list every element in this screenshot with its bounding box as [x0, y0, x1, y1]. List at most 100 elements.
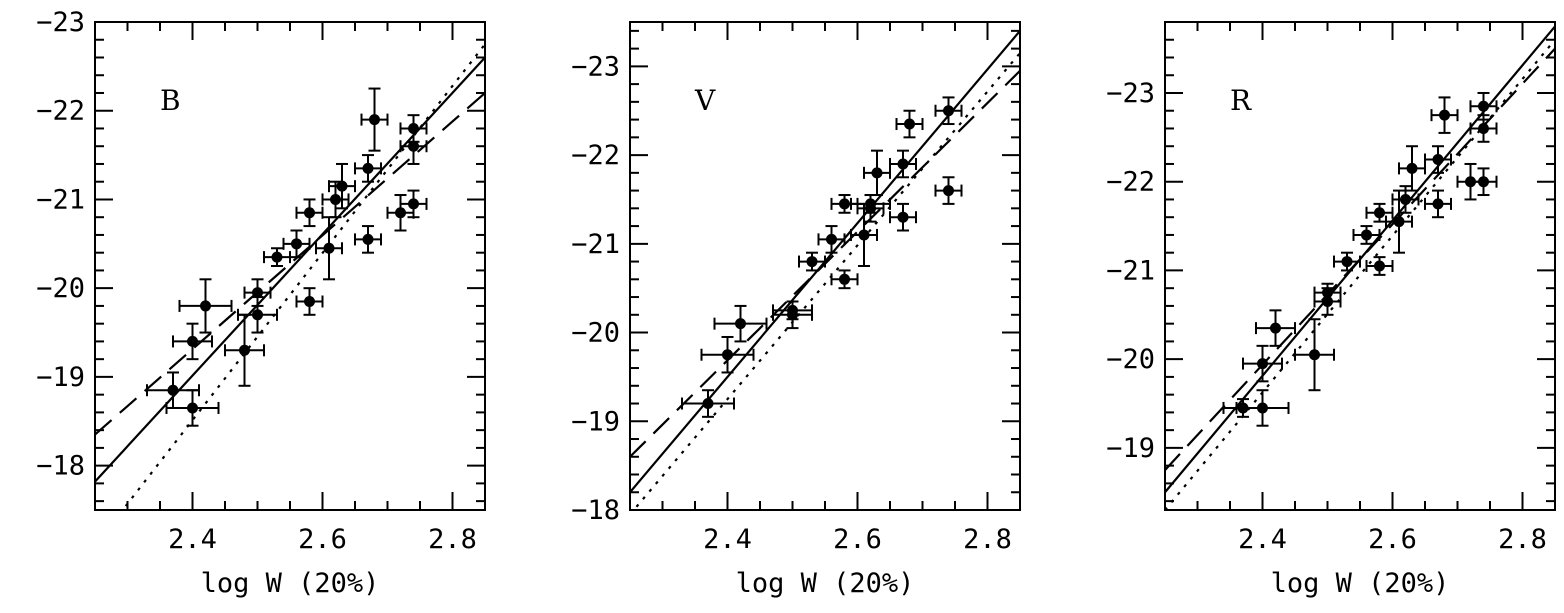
point-marker [271, 251, 283, 263]
data-point [321, 180, 350, 219]
data-point [1398, 145, 1426, 192]
point-marker [826, 233, 837, 245]
point-marker [252, 309, 263, 321]
point-marker [1322, 287, 1333, 299]
y-tick-label: −19 [1106, 433, 1155, 464]
point-marker [408, 140, 419, 152]
point-marker [943, 105, 954, 117]
data-point [1469, 114, 1498, 143]
point-marker [304, 207, 315, 219]
point-marker [408, 198, 419, 210]
data-point [1391, 185, 1420, 214]
point-marker [1257, 358, 1268, 370]
y-tick-label: −20 [1106, 344, 1155, 375]
point-marker [702, 398, 714, 410]
data-point [399, 114, 428, 143]
data-point [1242, 344, 1283, 383]
data-point [830, 194, 859, 214]
data-point [1255, 309, 1296, 347]
data-point [1430, 96, 1459, 134]
data-point [713, 304, 768, 343]
data-point [934, 96, 963, 126]
data-point [700, 335, 755, 374]
point-marker [1478, 100, 1489, 112]
data-point [798, 251, 826, 272]
y-tick-label: −23 [1106, 78, 1155, 109]
y-tick-label: −18 [571, 495, 620, 526]
point-marker [187, 402, 198, 414]
point-marker [291, 238, 302, 250]
data-point [817, 225, 846, 254]
x-tick-label: 2.8 [963, 524, 1012, 555]
y-tick-label: −18 [36, 451, 85, 482]
point-marker [408, 122, 419, 134]
point-marker [200, 300, 211, 312]
point-marker [1361, 229, 1372, 241]
point-marker [1432, 154, 1444, 166]
data-point [295, 287, 324, 316]
data-point [1424, 145, 1452, 174]
y-tick-label: −23 [36, 7, 85, 38]
y-tick-label: −22 [36, 96, 85, 127]
point-marker [787, 304, 798, 316]
fit-line-dotted [632, 52, 1020, 510]
point-marker [871, 167, 883, 179]
point-marker [904, 118, 915, 130]
data-point [1313, 282, 1342, 303]
data-point [263, 247, 291, 267]
data-point [1424, 189, 1452, 219]
data-point [328, 162, 356, 210]
data-point [1294, 318, 1335, 392]
data-point [224, 313, 265, 387]
point-marker [735, 318, 746, 330]
data-point [934, 176, 963, 205]
point-marker [1439, 109, 1450, 121]
x-axis-title: log W (20%) [1271, 568, 1450, 599]
point-marker [943, 185, 954, 197]
y-tick-label: −19 [571, 406, 620, 437]
fit-line-dotted [1165, 39, 1555, 510]
data-point [1469, 91, 1498, 121]
point-marker [897, 158, 909, 170]
band-label: R [1230, 84, 1252, 117]
data-point [172, 322, 213, 361]
y-tick-label: −21 [1106, 255, 1155, 286]
point-marker [1374, 260, 1385, 272]
fit-line-dashed [1165, 47, 1555, 471]
point-marker [1393, 216, 1405, 228]
point-marker [362, 162, 374, 174]
point-marker [1270, 322, 1281, 334]
point-marker [1309, 349, 1320, 361]
point-marker [323, 242, 335, 254]
point-marker [239, 344, 250, 356]
point-marker [336, 180, 348, 192]
point-marker [1432, 198, 1444, 210]
data-point [889, 202, 917, 232]
band-label: V [694, 84, 716, 117]
point-marker [1406, 162, 1418, 174]
point-marker [858, 229, 870, 241]
x-tick-label: 2.4 [1238, 524, 1287, 555]
data-point [681, 389, 735, 418]
y-tick-label: −21 [571, 229, 620, 260]
fit-line-dotted [121, 43, 485, 510]
data-point [354, 225, 382, 254]
data-point [772, 300, 813, 321]
data-point [1352, 225, 1381, 245]
data-point [1469, 167, 1498, 197]
data-point [1365, 202, 1394, 223]
point-marker [839, 273, 850, 285]
point-marker [1400, 193, 1411, 205]
point-marker [362, 233, 374, 245]
x-axis-title: log W (20%) [201, 568, 380, 599]
data-point [889, 149, 917, 179]
data-point [243, 278, 272, 307]
data-point [354, 154, 382, 183]
data-point [1385, 189, 1413, 254]
point-marker [252, 287, 263, 299]
y-tick-label: −22 [1106, 167, 1155, 198]
point-marker [1341, 256, 1353, 268]
point-marker [1478, 122, 1489, 134]
point-marker [1257, 402, 1268, 414]
